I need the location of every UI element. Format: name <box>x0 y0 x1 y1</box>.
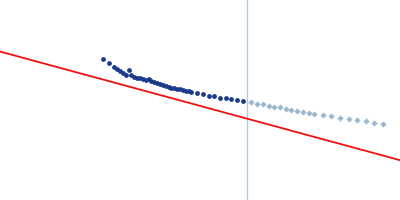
Point <box>162 84 169 87</box>
Point <box>177 88 183 91</box>
Point <box>157 82 163 85</box>
Point <box>260 103 266 106</box>
Point <box>128 73 135 77</box>
Point <box>200 93 206 96</box>
Point <box>294 109 300 112</box>
Point <box>362 120 369 123</box>
Point <box>134 76 140 79</box>
Point <box>265 104 272 107</box>
Point <box>100 58 106 61</box>
Point <box>228 98 235 101</box>
Point <box>205 94 212 97</box>
Point <box>142 78 149 82</box>
Point <box>328 115 335 118</box>
Point <box>277 106 283 109</box>
Point <box>145 78 152 81</box>
Point <box>122 73 129 77</box>
Point <box>288 108 295 112</box>
Point <box>114 68 120 71</box>
Point <box>168 86 175 89</box>
Point <box>165 85 172 88</box>
Point <box>140 77 146 80</box>
Point <box>117 70 123 73</box>
Point <box>354 118 360 122</box>
Point <box>125 68 132 72</box>
Point <box>320 113 326 117</box>
Point <box>254 102 260 105</box>
Point <box>148 79 155 82</box>
Point <box>111 65 118 68</box>
Point <box>160 83 166 87</box>
Point <box>282 107 289 110</box>
Point <box>154 81 160 84</box>
Point <box>345 117 352 120</box>
Point <box>171 87 178 90</box>
Point <box>182 89 189 92</box>
Point <box>311 112 318 115</box>
Point <box>271 105 278 108</box>
Point <box>211 95 218 98</box>
Point <box>337 116 343 119</box>
Point <box>185 90 192 93</box>
Point <box>222 97 229 100</box>
Point <box>217 96 223 99</box>
Point <box>174 87 180 90</box>
Point <box>105 61 112 64</box>
Point <box>151 80 158 83</box>
Point <box>248 101 255 104</box>
Point <box>194 92 200 95</box>
Point <box>137 77 143 80</box>
Point <box>371 121 378 124</box>
Point <box>234 98 240 102</box>
Point <box>131 75 138 78</box>
Point <box>120 72 126 75</box>
Point <box>300 110 306 113</box>
Point <box>188 90 195 93</box>
Point <box>180 88 186 92</box>
Point <box>380 123 386 126</box>
Point <box>305 112 312 115</box>
Point <box>240 100 246 103</box>
